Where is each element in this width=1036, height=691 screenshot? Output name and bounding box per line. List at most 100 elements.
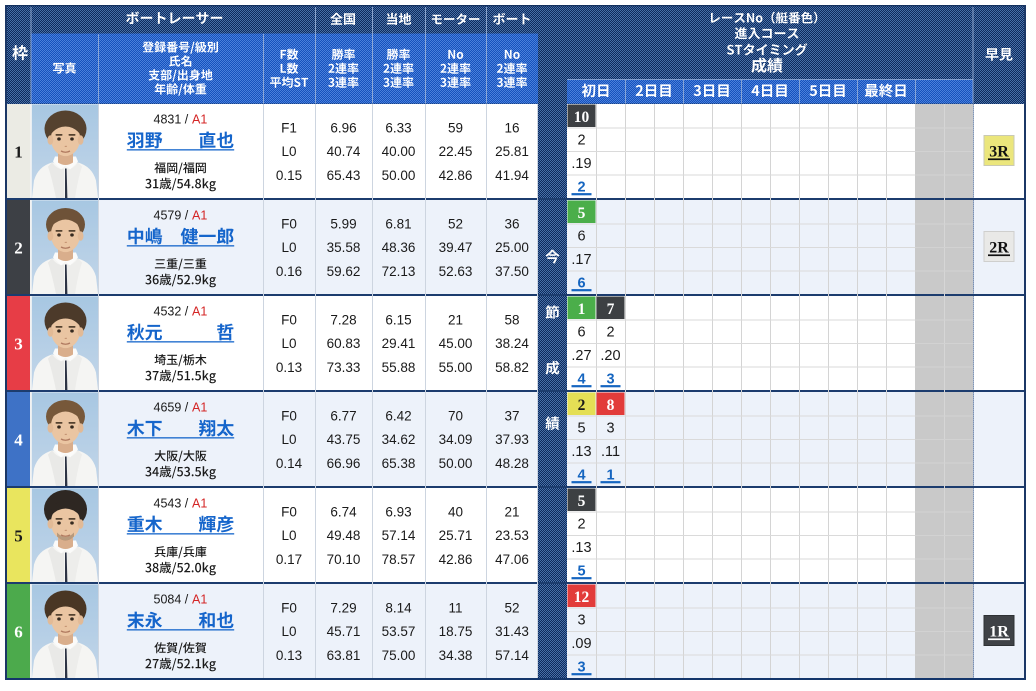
svg-text:47.06: 47.06 [495,552,529,567]
svg-text:0.15: 0.15 [276,168,302,183]
svg-text:.17: .17 [571,252,591,268]
svg-text:2: 2 [606,324,614,340]
svg-text:50.00: 50.00 [382,168,416,183]
svg-text:6.33: 6.33 [385,120,411,135]
svg-text:52.63: 52.63 [439,264,473,279]
svg-text:25.71: 25.71 [439,528,473,543]
svg-text:6.81: 6.81 [385,216,411,231]
svg-text:F0: F0 [281,504,297,519]
svg-text:53.57: 53.57 [382,624,416,639]
svg-text:21: 21 [448,312,463,327]
svg-text:34.62: 34.62 [382,432,416,447]
svg-text:43.75: 43.75 [327,432,361,447]
svg-text:55.00: 55.00 [439,360,473,375]
svg-text:6: 6 [577,228,585,244]
svg-text:2: 2 [577,516,585,532]
svg-text:42.86: 42.86 [439,168,473,183]
svg-text:L0: L0 [281,240,296,255]
svg-text:58: 58 [504,312,519,327]
svg-text:41.94: 41.94 [495,168,529,183]
svg-text:6.96: 6.96 [330,120,356,135]
svg-text:16: 16 [504,120,519,135]
svg-text:60.83: 60.83 [327,336,361,351]
svg-text:72.13: 72.13 [382,264,416,279]
svg-text:45.71: 45.71 [327,624,361,639]
svg-text:4579 /: 4579 / [154,209,189,223]
svg-text:7.29: 7.29 [330,600,356,615]
svg-text:34.38: 34.38 [439,648,473,663]
svg-text:4532 /: 4532 / [154,305,189,319]
svg-text:55.88: 55.88 [382,360,416,375]
svg-text:45.00: 45.00 [439,336,473,351]
svg-text:5: 5 [577,420,585,436]
svg-text:59.62: 59.62 [327,264,361,279]
svg-text:38.24: 38.24 [495,336,529,351]
svg-text:3: 3 [14,335,23,354]
svg-text:6.93: 6.93 [385,504,411,519]
svg-text:37.93: 37.93 [495,432,529,447]
svg-text:25.81: 25.81 [495,144,529,159]
svg-text:3: 3 [606,420,614,436]
svg-text:6.77: 6.77 [330,408,356,423]
svg-text:1: 1 [578,301,586,318]
svg-text:0.17: 0.17 [276,552,302,567]
svg-text:66.96: 66.96 [327,456,361,471]
svg-text:10: 10 [574,109,590,126]
svg-text:37.50: 37.50 [495,264,529,279]
svg-text:5084 /: 5084 / [154,593,189,607]
svg-text:75.00: 75.00 [382,648,416,663]
svg-text:49.48: 49.48 [327,528,361,543]
svg-text:2: 2 [577,179,585,195]
svg-text:40.74: 40.74 [327,144,361,159]
svg-text:73.33: 73.33 [327,360,361,375]
svg-text:2R: 2R [989,239,1009,256]
svg-text:6: 6 [14,623,23,642]
svg-text:F0: F0 [281,600,297,615]
svg-text:29.41: 29.41 [382,336,416,351]
svg-text:22.45: 22.45 [439,144,473,159]
svg-text:5: 5 [578,493,586,510]
svg-text:5: 5 [578,205,586,222]
svg-text:6.74: 6.74 [330,504,357,519]
svg-text:3: 3 [577,659,585,675]
svg-text:25.00: 25.00 [495,240,529,255]
svg-text:6: 6 [577,324,585,340]
svg-text:A1: A1 [192,113,207,127]
svg-text:6: 6 [577,275,585,291]
svg-text:3R: 3R [989,143,1009,160]
svg-text:4: 4 [14,431,23,450]
svg-text:1R: 1R [989,623,1009,640]
svg-text:.20: .20 [600,348,620,364]
svg-text:F0: F0 [281,312,297,327]
svg-text:L0: L0 [281,528,296,543]
svg-text:57.14: 57.14 [495,648,529,663]
svg-text:L0: L0 [281,336,296,351]
svg-text:F1: F1 [281,120,297,135]
svg-text:5.99: 5.99 [330,216,356,231]
svg-text:A1: A1 [192,209,207,223]
svg-text:65.38: 65.38 [382,456,416,471]
svg-text:40.00: 40.00 [382,144,416,159]
svg-text:A1: A1 [192,401,207,415]
svg-text:L0: L0 [281,144,296,159]
svg-text:63.81: 63.81 [327,648,361,663]
svg-text:52: 52 [448,216,463,231]
svg-text:A1: A1 [192,305,207,319]
svg-text:40: 40 [448,504,463,519]
svg-text:11: 11 [448,600,462,615]
svg-text:1: 1 [14,143,23,162]
svg-text:.09: .09 [571,636,591,652]
svg-text:F0: F0 [281,408,297,423]
svg-text:2: 2 [578,397,586,414]
svg-text:6.42: 6.42 [385,408,411,423]
svg-text:0.14: 0.14 [276,456,303,471]
svg-text:31.43: 31.43 [495,624,529,639]
svg-text:.13: .13 [571,540,591,556]
svg-text:7.28: 7.28 [330,312,356,327]
svg-text:78.57: 78.57 [382,552,416,567]
svg-text:4: 4 [577,467,585,483]
svg-text:37: 37 [504,408,519,423]
svg-text:5: 5 [577,563,585,579]
svg-text:8: 8 [607,397,615,414]
svg-text:.27: .27 [571,348,591,364]
